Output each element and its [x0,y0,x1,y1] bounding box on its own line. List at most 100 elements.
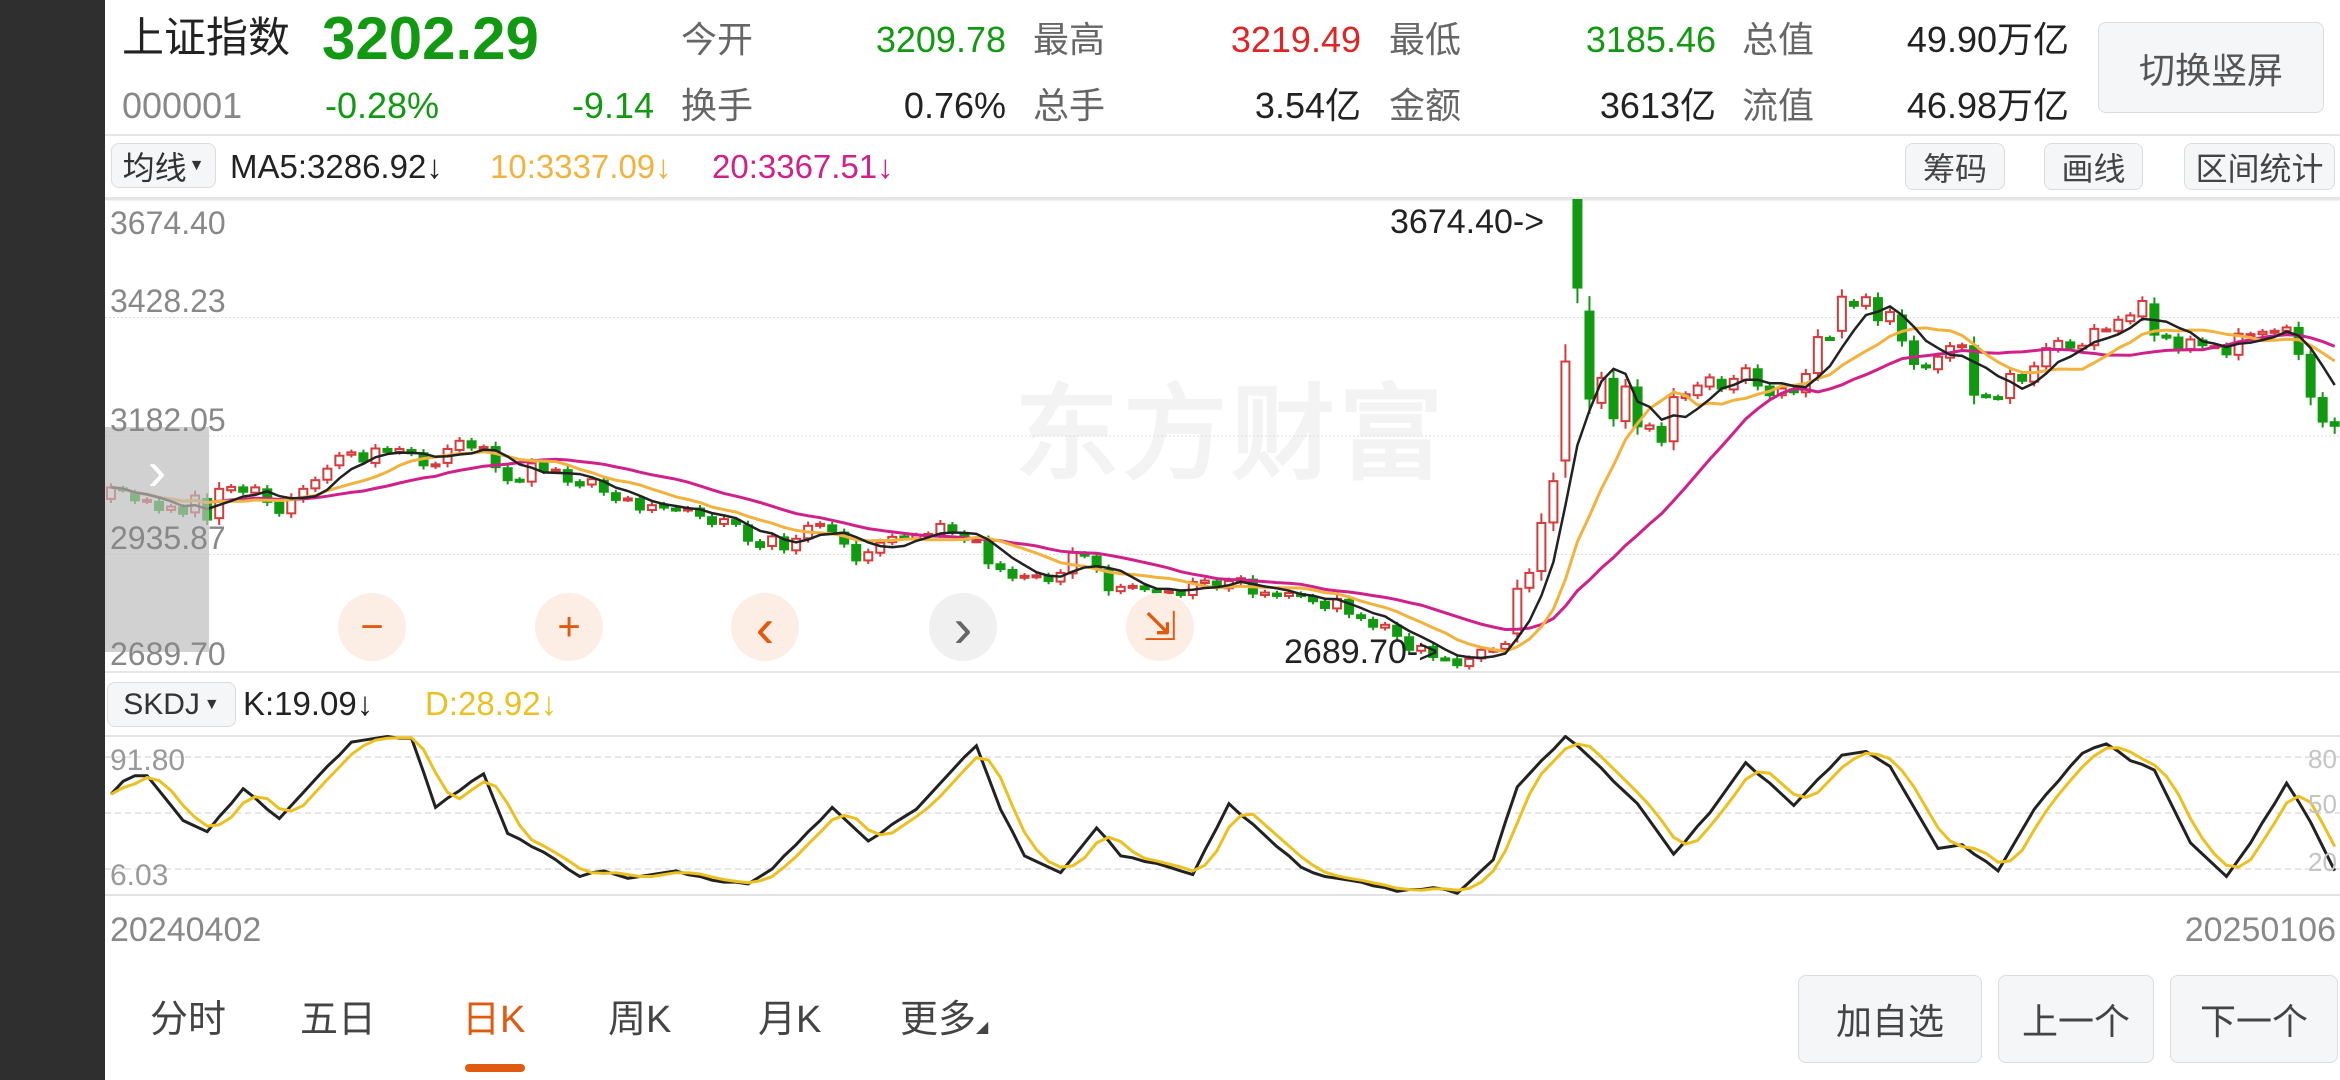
stat-value-high: 3219.49 [1230,19,1361,60]
zoom-in-button[interactable]: + [535,593,603,661]
candle-up [526,458,537,487]
candle-up [863,548,874,565]
previous-button[interactable]: 上一个 [1998,975,2154,1063]
candle-up [2089,324,2100,351]
candle-body [1933,355,1944,371]
indicator-selector-label: SKDJ [123,687,200,721]
candle-body [1151,589,1162,594]
draw-line-button[interactable]: 画线 [2044,143,2143,190]
add-to-watchlist-button[interactable]: 加自选 [1798,975,1982,1063]
change-percent: -0.28% [325,85,440,126]
price-axis-label: 3674.40 [110,205,226,241]
collapse-arrows-icon: ⇲ [1143,605,1177,649]
stat-value-open: 3209.78 [875,19,1006,60]
change-amount: -9.14 [571,85,654,126]
candle-down [694,505,705,520]
candle-up [334,451,345,470]
candle-down [1848,299,1859,309]
candle-body [238,486,249,493]
move-right-button[interactable]: › [929,593,997,661]
candle-body [707,516,717,525]
candle-body [514,478,525,483]
candle-up [1560,344,1571,478]
candle-down [1344,595,1355,619]
candle-up [2113,315,2124,335]
candle-down [1584,296,1595,414]
kdj-axis-label: 91.80 [110,744,186,777]
dropdown-triangle-icon: ▼ [203,695,220,713]
candle-down [707,513,717,528]
expand-sidebar-handle[interactable]: › [105,427,209,652]
candle-down [1608,370,1619,427]
candle-body [1884,311,1895,323]
candle-body [1909,340,1919,365]
skdj-chart[interactable] [105,735,2340,897]
candle-up [1884,308,1895,325]
candle-body [274,501,285,514]
watermark-logo: 东方财富 [1015,377,1448,493]
candle-body [670,507,681,512]
candle-down [755,539,766,551]
tab-five-day[interactable]: 五日 [300,999,377,1041]
ma5-value: MA5:3286.92↓ [230,148,443,185]
k-line [109,735,2337,895]
candle-up [1416,642,1427,654]
minus-icon: − [360,604,384,649]
candle-body [574,481,585,487]
tab-weekly-k[interactable]: 周K [608,999,672,1041]
candle-up [1692,381,1703,400]
candle-body [731,519,742,525]
candle-up [1019,573,1030,581]
candle-body [2053,339,2064,351]
candle-down [1368,616,1379,631]
candle-body [1620,385,1631,423]
tab-intraday[interactable]: 分时 [150,999,227,1041]
candlestick-chart[interactable] [105,199,2340,674]
candle-body [1199,579,1210,584]
candle-body [1452,658,1463,667]
candle-body [346,451,357,456]
candle-down [502,463,513,485]
zoom-out-button[interactable]: − [338,593,406,661]
low-annotation: 2689.70-> [1284,633,1439,671]
candle-body [1139,585,1150,591]
candle-body [947,524,958,533]
candle-down [1428,642,1439,661]
candle-body [1356,614,1367,620]
range-stats-button[interactable]: 区间统计 [2184,143,2335,190]
candle-down [1824,335,1835,342]
candle-body [1524,571,1535,589]
candle-body [226,485,237,492]
candle-up [1812,329,1823,381]
price-axis-label: 2935.87 [110,520,226,556]
candle-down [1320,598,1331,612]
candle-body [262,488,273,503]
candle-body [1271,592,1282,597]
ma-bar-divider [105,197,2340,199]
tab-more[interactable]: 更多◢ [900,996,988,1052]
next-button[interactable]: 下一个 [2170,975,2338,1063]
switch-portrait-button[interactable]: 切换竖屏 [2098,22,2324,113]
stat-value-low: 3185.46 [1585,19,1716,60]
candle-body [454,439,465,451]
candle-down [779,533,790,554]
candle-up [646,502,657,514]
move-left-button[interactable]: ‹ [731,593,799,661]
candle-body [1368,618,1379,628]
tab-monthly-k[interactable]: 月K [758,999,822,1041]
tab-daily-k[interactable]: 日K [462,999,526,1041]
ma-selector[interactable]: 均线 ▼ [111,143,216,188]
kdj-right-axis-label: 80 [2308,744,2337,774]
candle-body [466,440,477,449]
candle-up [226,484,237,494]
chip-distribution-button[interactable]: 筹码 [1905,143,2005,190]
collapse-button[interactable]: ⇲ [1126,593,1194,661]
candle-up [1860,293,1871,310]
candle-down [238,484,249,495]
chevron-left-icon: ‹ [755,595,775,659]
indicator-selector[interactable]: SKDJ ▼ [107,682,236,727]
candle-body [1464,657,1475,668]
d-value: D:28.92↓ [425,685,558,722]
candle-body [1969,345,1980,396]
candle-body [1644,424,1655,430]
